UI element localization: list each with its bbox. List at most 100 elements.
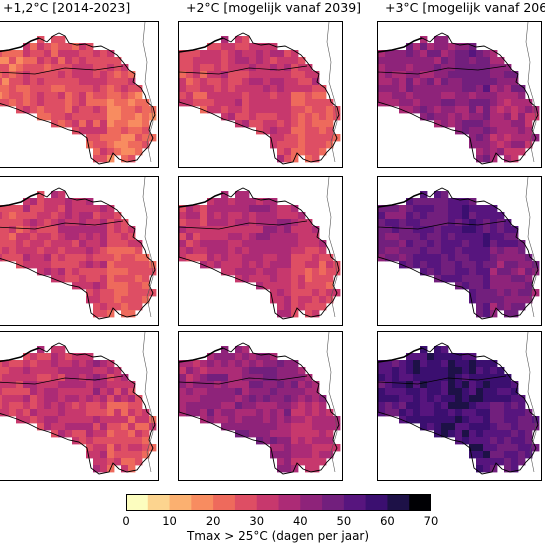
grid-cell — [79, 402, 87, 410]
grid-cell — [44, 78, 52, 86]
grid-cell — [319, 395, 327, 403]
grid-cell — [284, 289, 292, 297]
grid-cell — [270, 233, 278, 241]
grid-cell — [270, 78, 278, 86]
grid-cell — [441, 64, 449, 72]
grid-cell — [86, 134, 94, 142]
grid-cell — [490, 247, 498, 255]
grid-cell — [497, 148, 505, 156]
grid-cell — [497, 113, 505, 121]
grid-cell — [235, 275, 243, 283]
grid-cell — [455, 402, 463, 410]
grid-cell — [200, 381, 208, 389]
grid-cell — [420, 395, 428, 403]
grid-cell — [326, 451, 334, 459]
grid-cell — [298, 233, 306, 241]
grid-cell — [291, 458, 299, 466]
grid-cell — [221, 409, 229, 417]
grid-cell — [319, 92, 327, 100]
grid-cell — [179, 92, 187, 100]
grid-cell — [128, 402, 136, 410]
grid-cell — [277, 120, 285, 128]
grid-cell — [462, 99, 470, 107]
grid-cell — [128, 148, 136, 156]
grid-cell — [312, 85, 320, 93]
country-border — [179, 342, 340, 475]
grid-cell — [525, 416, 533, 424]
grid-cell — [413, 388, 421, 396]
grid-cell — [44, 353, 52, 361]
grid-cell — [214, 71, 222, 79]
grid-cell — [221, 388, 229, 396]
grid-cell — [476, 465, 484, 473]
grid-cell — [305, 423, 313, 431]
grid-cell — [86, 219, 94, 227]
grid-cell — [200, 205, 208, 213]
grid-cell — [469, 409, 477, 417]
grid-cell — [511, 113, 519, 121]
grid-cell — [114, 289, 122, 297]
grid-cell — [455, 374, 463, 382]
grid-cell — [128, 282, 136, 290]
grid-cell — [179, 247, 187, 255]
grid-cell — [490, 430, 498, 438]
grid-cell — [291, 360, 299, 368]
grid-cell — [483, 240, 491, 248]
grid-cell — [37, 212, 45, 220]
grid-cell — [79, 64, 87, 72]
colorbar-segment — [191, 494, 214, 511]
grid-cell — [221, 219, 229, 227]
grid-cell — [270, 275, 278, 283]
grid-cell — [270, 423, 278, 431]
grid-cell — [37, 85, 45, 93]
grid-cell — [207, 212, 215, 220]
colorbar-tick-label: 20 — [205, 514, 221, 528]
grid-cell — [16, 92, 24, 100]
grid-cell — [65, 402, 73, 410]
grid-cell — [107, 395, 115, 403]
grid-cell — [9, 212, 17, 220]
grid-cell — [135, 113, 143, 121]
grid-cell — [511, 78, 519, 86]
grid-cell — [385, 374, 393, 382]
grid-cell — [497, 85, 505, 93]
grid-cell — [469, 451, 477, 459]
grid-cell — [58, 261, 66, 269]
grid-cell — [406, 367, 414, 375]
grid-cell — [305, 233, 313, 241]
grid-cell — [0, 64, 3, 72]
grid-cell — [476, 99, 484, 107]
grid-cell — [114, 113, 122, 121]
grid-cell — [483, 367, 491, 375]
coastline — [179, 192, 224, 208]
grid-cell — [462, 402, 470, 410]
grid-cell — [319, 437, 327, 445]
grid-cell — [298, 409, 306, 417]
grid-cell — [532, 106, 540, 114]
grid-cell — [270, 134, 278, 142]
grid-cell — [86, 57, 94, 65]
grid-cell — [86, 106, 94, 114]
grid-cell — [128, 395, 136, 403]
grid-cell — [135, 458, 143, 466]
grid-cell — [448, 219, 456, 227]
grid-cell — [298, 261, 306, 269]
grid-cell — [256, 374, 264, 382]
grid-cell — [79, 233, 87, 241]
grid-cell — [30, 99, 38, 107]
grid-cell — [497, 219, 505, 227]
grid-cell — [93, 275, 101, 283]
grid-cell — [51, 275, 59, 283]
grid-cell — [399, 92, 407, 100]
grid-cell — [270, 219, 278, 227]
grid-cell — [121, 430, 129, 438]
grid-cell — [284, 50, 292, 58]
grid-cell — [284, 85, 292, 93]
grid-cell — [312, 430, 320, 438]
grid-cell — [476, 106, 484, 114]
grid-cell — [434, 36, 442, 44]
grid-cell — [399, 240, 407, 248]
grid-cell — [462, 106, 470, 114]
grid-cell — [263, 78, 271, 86]
grid-cell — [392, 402, 400, 410]
